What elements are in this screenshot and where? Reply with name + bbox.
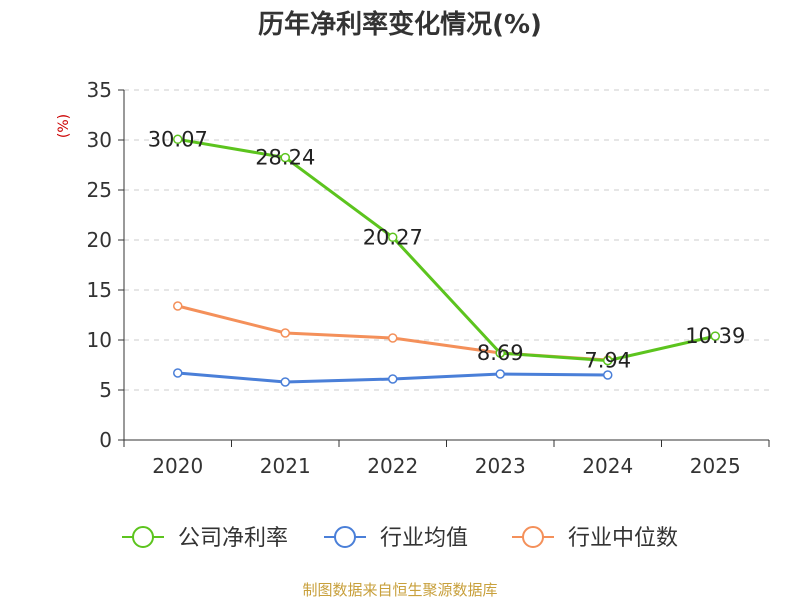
data-label-2020: 30.07: [148, 127, 208, 151]
point-公司净利率-2025: [710, 331, 720, 341]
point-行业均值-2020: [173, 368, 183, 378]
y-tick-label-30: 30: [87, 128, 112, 152]
grid-lines: [124, 89, 769, 391]
x-tick-label-2023: 2023: [475, 454, 526, 478]
y-tick-label-20: 20: [87, 228, 112, 252]
point-行业均值-2021: [280, 377, 290, 387]
data-labels: 30.07 28.24 20.27 8.69 7.94 10.39: [148, 127, 746, 372]
y-tick-label-35: 35: [87, 78, 112, 102]
point-行业均值-2024: [603, 370, 613, 380]
chart-title: 历年净利率变化情况(%): [258, 9, 542, 40]
legend-marker-行业均值: [334, 526, 356, 548]
series-line-公司净利率: [177, 137, 716, 363]
legend-label-行业均值: 行业均值: [380, 526, 468, 551]
y-tick-label-25: 25: [87, 178, 112, 202]
x-tick-label-2022: 2022: [367, 454, 418, 478]
data-label-2024: 7.94: [584, 349, 631, 373]
data-label-2022: 20.27: [363, 225, 423, 249]
point-行业均值-2022: [388, 374, 398, 384]
point-公司净利率-2022: [388, 232, 398, 243]
data-label-2025: 10.39: [685, 324, 745, 348]
point-行业中位数-2022: [388, 333, 398, 343]
legend-label-公司净利率: 公司净利率: [178, 526, 288, 551]
y-tick-label-10: 10: [87, 328, 112, 352]
x-tick-label-2021: 2021: [260, 454, 311, 478]
point-行业中位数-2020: [173, 301, 183, 311]
y-tick-label-5: 5: [99, 378, 112, 402]
legend-marker-公司净利率: [132, 526, 154, 548]
legend: 公司净利率 行业均值 行业中位数: [122, 526, 678, 551]
x-tick-label-2025: 2025: [690, 454, 741, 478]
point-行业均值-2023: [495, 369, 505, 379]
data-label-2023: 8.69: [477, 341, 524, 365]
point-公司净利率-2020: [173, 134, 183, 145]
series-layer: [173, 134, 720, 387]
y-tick-label-15: 15: [87, 278, 112, 302]
series-line-行业中位数: [177, 304, 608, 362]
point-公司净利率-2021: [280, 152, 290, 163]
data-label-2021: 28.24: [255, 146, 315, 170]
x-tick-label-2020: 2020: [152, 454, 203, 478]
point-行业中位数-2021: [280, 328, 290, 338]
point-公司净利率-2023: [495, 348, 505, 358]
legend-marker-行业中位数: [522, 526, 544, 548]
x-tick-label-2024: 2024: [582, 454, 633, 478]
y-axis-label: (%): [56, 114, 72, 138]
point-公司净利率-2024: [603, 355, 613, 366]
legend-label-行业中位数: 行业中位数: [568, 526, 678, 551]
y-tick-label-0: 0: [99, 428, 112, 452]
source-note: 制图数据来自恒生聚源数据库: [302, 581, 497, 599]
